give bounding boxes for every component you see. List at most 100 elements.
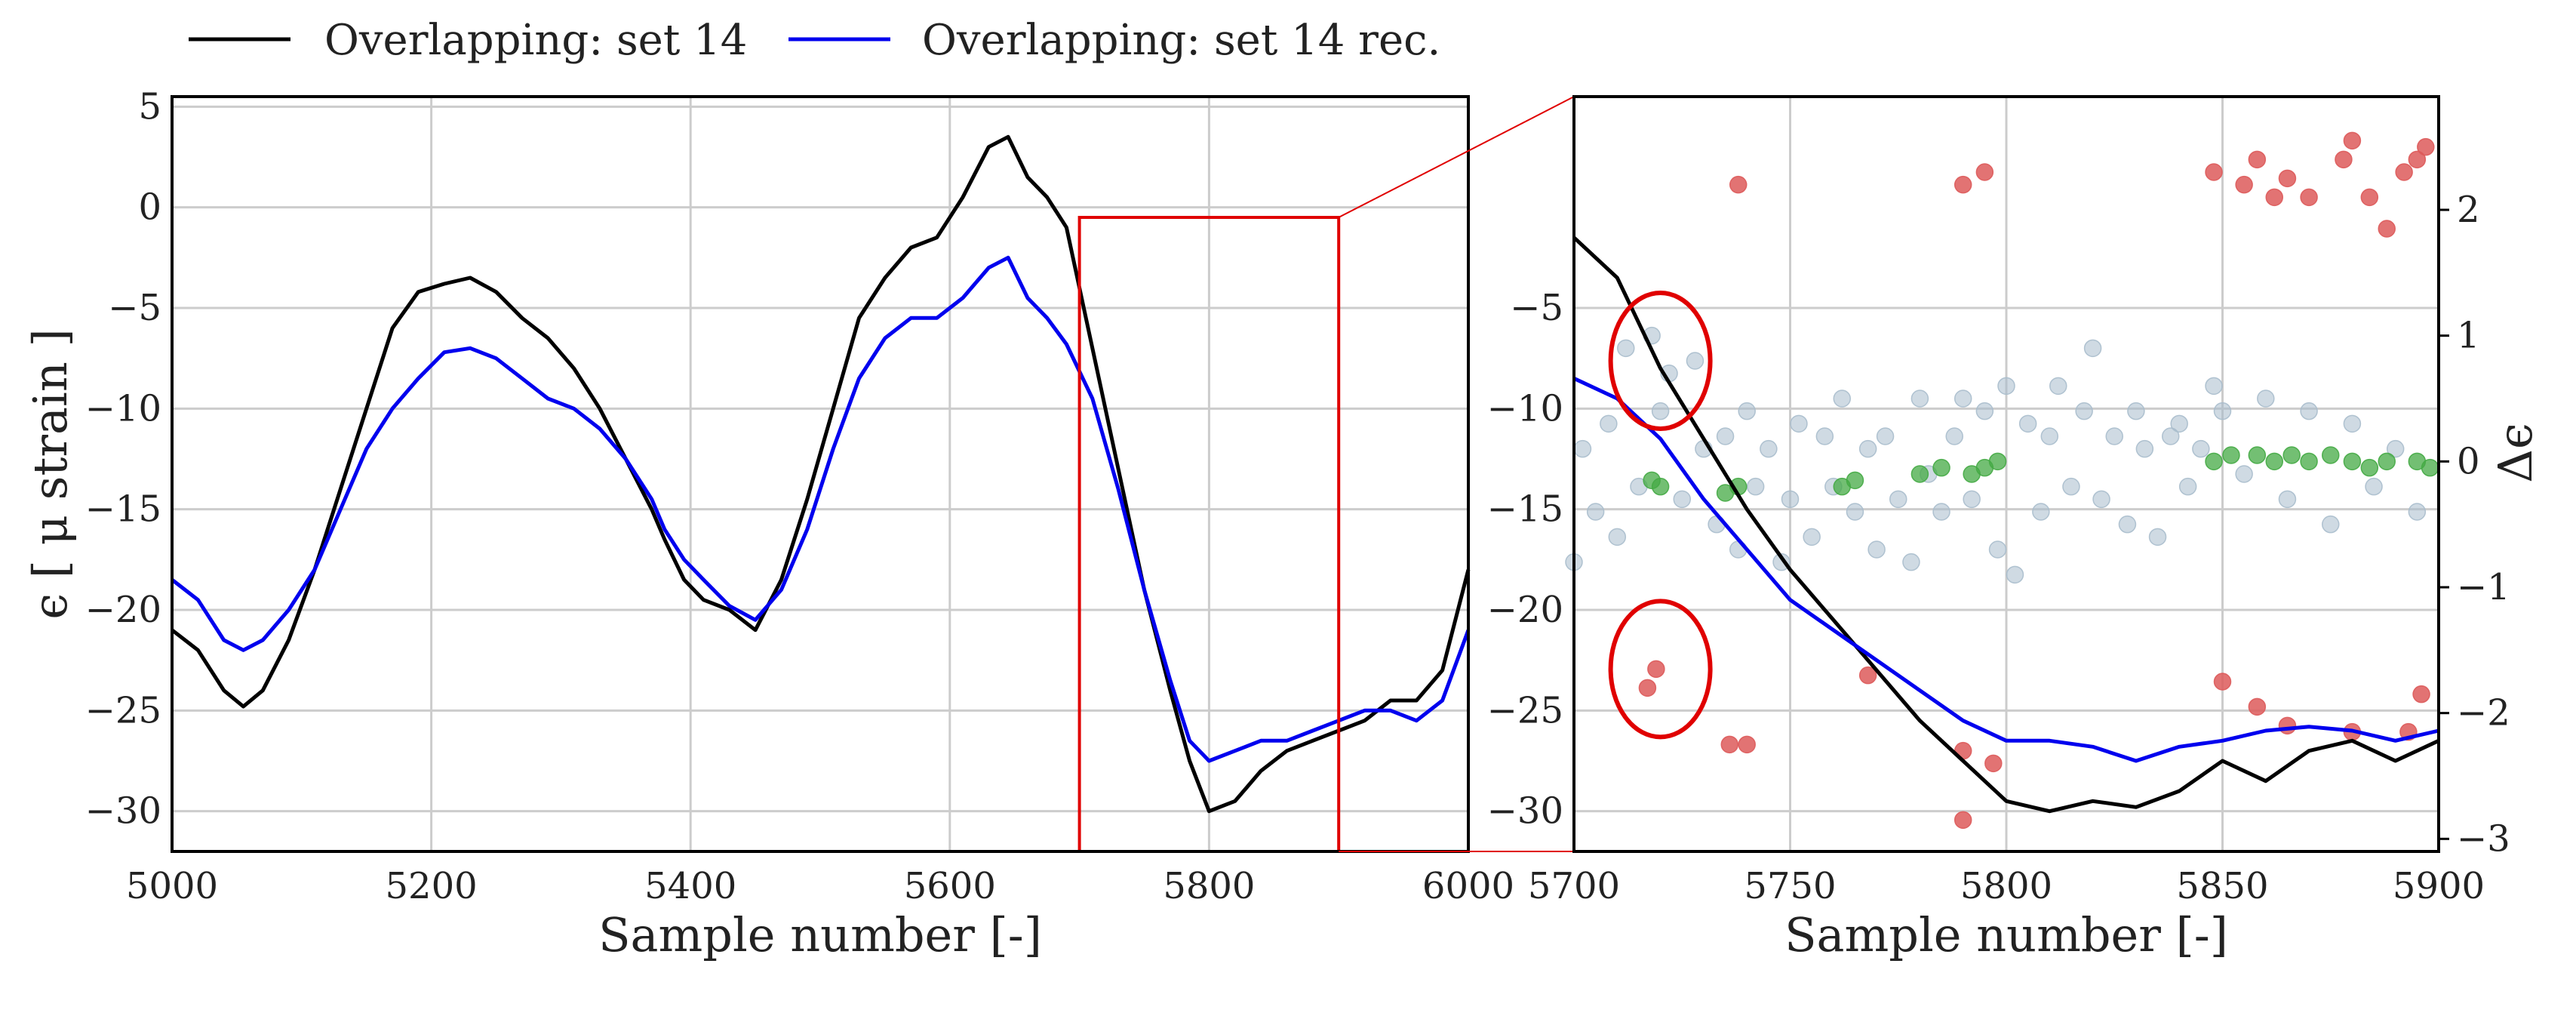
residual-point-small bbox=[1617, 339, 1635, 358]
residual-point-small bbox=[2161, 427, 2180, 445]
residual-point-small bbox=[1867, 540, 1886, 559]
residual-point-small bbox=[1673, 490, 1691, 509]
residual-point-small bbox=[1902, 553, 1920, 571]
residual-point-large bbox=[2278, 169, 2297, 188]
residual-point-large bbox=[2248, 150, 2267, 169]
y-tick-label: −20 bbox=[85, 589, 161, 631]
residual-point-small bbox=[2386, 439, 2405, 458]
residual-point-large bbox=[1720, 735, 1739, 754]
y-tick-label: 5 bbox=[138, 85, 161, 128]
zoom-connector-top bbox=[1338, 96, 1575, 218]
residual-point-large bbox=[2300, 188, 2318, 207]
residual-point-small bbox=[1803, 528, 1821, 546]
residual-point-small bbox=[1738, 402, 1756, 420]
x-tick-label: 5200 bbox=[386, 865, 478, 907]
series-line-measured bbox=[171, 134, 1471, 814]
residual-point-small bbox=[1686, 352, 1705, 370]
residual-point-large bbox=[2265, 188, 2284, 207]
residual-point-small bbox=[2075, 402, 2093, 420]
residual-point-large bbox=[2278, 716, 2297, 735]
residual-point-large bbox=[2248, 697, 2267, 716]
overview-series bbox=[171, 134, 1471, 814]
residual-point-small bbox=[1975, 402, 1994, 420]
residual-point-ok bbox=[1932, 458, 1950, 477]
residual-point-large bbox=[1738, 735, 1756, 754]
residual-points bbox=[1565, 131, 2439, 830]
legend: Overlapping: set 14 Overlapping: set 14 … bbox=[189, 16, 1440, 65]
residual-point-small bbox=[1746, 477, 1765, 496]
residual-point-small bbox=[2192, 439, 2210, 458]
residual-point-large bbox=[2395, 163, 2413, 181]
y-tick-label: −20 bbox=[1487, 589, 1563, 631]
residual-point-large bbox=[1984, 754, 2003, 773]
residual-point-large bbox=[2213, 673, 2232, 691]
residual-point-large bbox=[2412, 685, 2430, 704]
x-tick-label: 5800 bbox=[1163, 865, 1255, 907]
residual-point-small bbox=[2105, 427, 2123, 445]
residual-point-small bbox=[2205, 377, 2223, 396]
residual-point-small bbox=[1988, 540, 2007, 559]
residual-point-small bbox=[2170, 414, 2188, 433]
residual-point-ok bbox=[2421, 458, 2439, 477]
residual-point-large bbox=[2378, 220, 2396, 238]
residual-point-small bbox=[2135, 439, 2154, 458]
residual-point-small bbox=[2049, 377, 2067, 396]
series-line-reconstructed bbox=[171, 255, 1471, 763]
residual-point-small bbox=[1760, 439, 1778, 458]
residual-point-ok bbox=[2222, 446, 2240, 464]
residual-point-small bbox=[1600, 414, 1618, 433]
residual-point-ok bbox=[2265, 452, 2284, 471]
x-tick-label: 5400 bbox=[644, 865, 736, 907]
residual-point-large bbox=[2417, 137, 2435, 156]
residual-point-small bbox=[1651, 402, 1670, 420]
residual-point-small bbox=[1997, 377, 2015, 396]
zoom-grid bbox=[1572, 97, 2440, 851]
overview-grid bbox=[171, 97, 1470, 851]
residual-point-small bbox=[2032, 503, 2050, 521]
residual-point-small bbox=[2213, 402, 2232, 420]
residual-point-small bbox=[2408, 503, 2427, 521]
residual-point-small bbox=[2018, 414, 2037, 433]
y-tick-label: −30 bbox=[1487, 790, 1563, 833]
x-tick-label: 5000 bbox=[126, 865, 218, 907]
residual-point-large bbox=[2343, 131, 2362, 150]
x-tick-label: 5700 bbox=[1528, 865, 1620, 907]
x-tick-label: 5900 bbox=[2393, 865, 2485, 907]
residual-point-small bbox=[1932, 503, 1950, 521]
residual-point-small bbox=[1963, 490, 1981, 509]
series-line-measured bbox=[1572, 236, 2440, 814]
residual-point-small bbox=[2235, 465, 2253, 483]
residual-point-ok bbox=[2282, 446, 2301, 464]
y-tick-label: −10 bbox=[85, 387, 161, 429]
residual-point-large bbox=[2235, 175, 2253, 194]
residual-point-large bbox=[1975, 163, 1994, 181]
zoom-x-axis-label: Sample number [-] bbox=[1784, 907, 2228, 962]
residual-point-small bbox=[2040, 427, 2059, 445]
residual-point-ok bbox=[2248, 446, 2267, 464]
residual-point-ok bbox=[1846, 471, 1864, 490]
residual-point-small bbox=[1876, 427, 1895, 445]
zoom-right-axis-label: Δϵ bbox=[2488, 423, 2543, 483]
x-tick-label: 5600 bbox=[904, 865, 996, 907]
residual-point-small bbox=[1781, 490, 1800, 509]
residual-point-small bbox=[1945, 427, 1963, 445]
residual-point-small bbox=[2127, 402, 2145, 420]
residual-point-large bbox=[1729, 175, 1748, 194]
right-tick-label: 0 bbox=[2457, 440, 2480, 482]
right-tick-label: −3 bbox=[2457, 817, 2510, 860]
x-tick-label: 5850 bbox=[2176, 865, 2268, 907]
residual-point-small bbox=[1833, 389, 1852, 408]
residual-point-small bbox=[2083, 339, 2102, 358]
zoom-series bbox=[1572, 236, 2440, 814]
residual-point-small bbox=[1815, 427, 1834, 445]
residual-point-small bbox=[1608, 528, 1627, 546]
y-tick-label: −30 bbox=[85, 790, 161, 833]
residual-point-ok bbox=[2300, 452, 2318, 471]
highlight-ellipses bbox=[1608, 291, 1713, 740]
overview-plot-frame bbox=[171, 95, 1470, 853]
residual-point-small bbox=[2343, 414, 2362, 433]
residual-point-large bbox=[2360, 188, 2379, 207]
residual-point-ok bbox=[2205, 452, 2223, 471]
y-tick-label: 0 bbox=[138, 186, 161, 229]
